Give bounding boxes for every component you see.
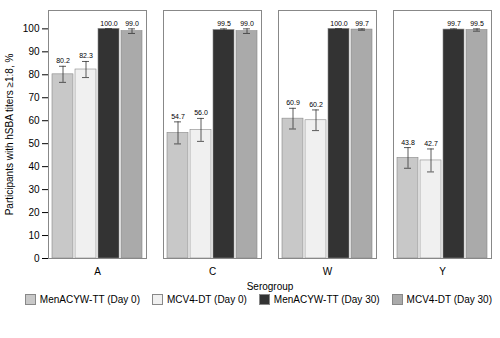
svg-text:99.0: 99.0 <box>125 20 139 27</box>
svg-text:100.0: 100.0 <box>100 20 118 27</box>
svg-text:C: C <box>209 266 216 277</box>
html-text:MCV4-DT (Day 0): MCV4-DT (Day 0) <box>167 294 247 305</box>
svg-text:40: 40 <box>28 161 40 172</box>
svg-text:56.0: 56.0 <box>194 109 208 116</box>
html-text:MenACYW-TT (Day 30): MenACYW-TT (Day 30) <box>273 294 380 305</box>
svg-text:99.0: 99.0 <box>240 20 254 27</box>
svg-text:99.5: 99.5 <box>470 20 484 27</box>
svg-text:99.5: 99.5 <box>217 20 231 27</box>
svg-text:W: W <box>323 266 333 277</box>
svg-text:90: 90 <box>28 46 40 57</box>
svg-text:50: 50 <box>28 138 40 149</box>
html-text:MenACYW-TT (Day 0): MenACYW-TT (Day 0) <box>39 294 140 305</box>
svg-text:0: 0 <box>34 253 40 264</box>
svg-text:60: 60 <box>28 115 40 126</box>
svg-text:Serogroup: Serogroup <box>247 281 294 292</box>
svg-text:A: A <box>94 266 101 277</box>
svg-text:60.9: 60.9 <box>286 99 300 106</box>
svg-text:99.7: 99.7 <box>355 20 369 27</box>
svg-text:82.3: 82.3 <box>79 52 93 59</box>
svg-text:20: 20 <box>28 207 40 218</box>
svg-text:10: 10 <box>28 230 40 241</box>
html-text:MCV4-DT (Day 30): MCV4-DT (Day 30) <box>406 294 492 305</box>
svg-text:30: 30 <box>28 184 40 195</box>
svg-text:54.7: 54.7 <box>171 113 185 120</box>
svg-text:70: 70 <box>28 92 40 103</box>
svg-text:43.8: 43.8 <box>401 139 415 146</box>
svg-text:100.0: 100.0 <box>330 20 348 27</box>
svg-text:Participants with hSBA titers: Participants with hSBA titers ≥1:8, % <box>4 54 15 216</box>
svg-text:80.2: 80.2 <box>56 57 70 64</box>
svg-text:100: 100 <box>23 23 40 34</box>
svg-text:80: 80 <box>28 69 40 80</box>
svg-text:42.7: 42.7 <box>424 140 438 147</box>
svg-text:99.7: 99.7 <box>447 20 461 27</box>
svg-text:Y: Y <box>439 266 446 277</box>
svg-text:60.2: 60.2 <box>309 101 323 108</box>
